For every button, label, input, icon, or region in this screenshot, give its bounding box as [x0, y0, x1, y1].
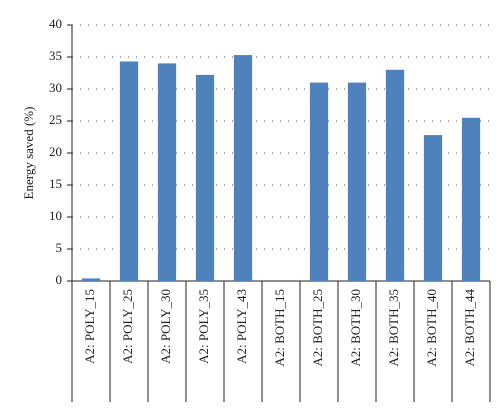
y-tick-label: 25: [49, 112, 62, 127]
x-tick-label: A2: POLY_35: [196, 289, 211, 364]
bar: [423, 135, 443, 281]
bar: [157, 63, 177, 282]
y-tick-label: 35: [49, 48, 62, 63]
x-tick-label: A2: POLY_30: [158, 289, 173, 364]
x-tick-label: A2: BOTH_35: [386, 289, 401, 367]
bar: [385, 69, 405, 281]
x-tick-label: A2: BOTH_44: [462, 289, 477, 367]
bar: [347, 82, 367, 281]
x-tick-label: A2: POLY_43: [234, 289, 249, 364]
y-tick-label: 5: [56, 240, 63, 255]
y-tick-label: 30: [49, 80, 62, 95]
y-tick-label: 20: [49, 144, 62, 159]
x-tick-label: A2: POLY_25: [120, 289, 135, 364]
y-tick-label: 40: [49, 16, 62, 31]
y-tick-label: 10: [49, 208, 62, 223]
bar: [461, 117, 481, 281]
bar: [195, 74, 215, 281]
bar: [119, 61, 139, 282]
y-tick-label: 15: [49, 176, 62, 191]
bar: [309, 82, 329, 281]
bar: [233, 55, 253, 281]
x-tick-label: A2: BOTH_25: [310, 289, 325, 367]
x-tick-label: A2: POLY_15: [82, 289, 97, 364]
x-tick-label: A2: BOTH_15: [272, 289, 287, 367]
y-tick-label: 0: [56, 272, 63, 287]
x-tick-label: A2: BOTH_30: [348, 289, 363, 367]
y-axis-label: Energy saved (%): [21, 107, 36, 200]
bar: [81, 278, 101, 281]
x-tick-label: A2: BOTH_40: [424, 289, 439, 367]
